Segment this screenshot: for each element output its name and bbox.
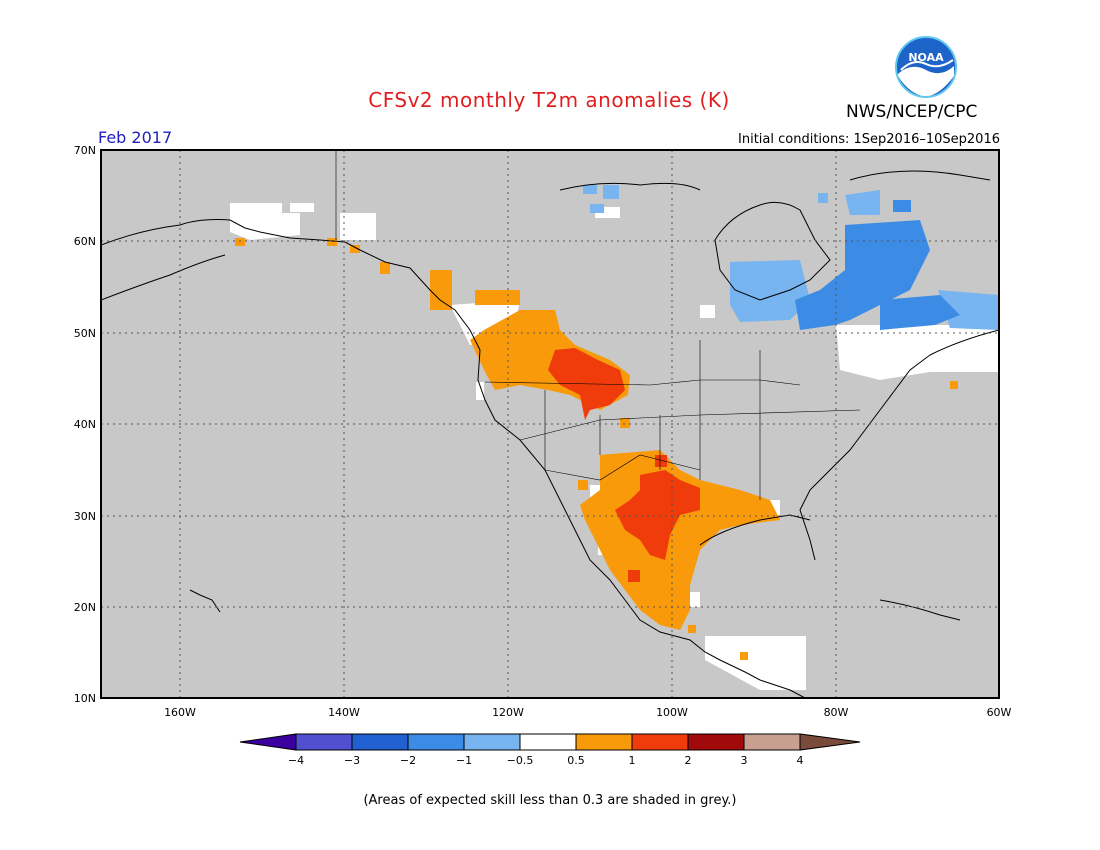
initial-conditions: Initial conditions: 1Sep2016–10Sep2016 (738, 132, 1000, 147)
colorbar-tick-label: −0.5 (507, 754, 534, 767)
colorbar-segment (743, 733, 801, 751)
chart-title: CFSv2 monthly T2m anomalies (K) (368, 88, 730, 112)
colorbar-segment (519, 733, 577, 751)
skill-mask (101, 150, 999, 698)
colorbar-segment (575, 733, 633, 751)
colorbar-tick-label: 0.5 (567, 754, 585, 767)
agency-label: NWS/NCEP/CPC (846, 102, 978, 122)
map-frame (100, 149, 1000, 699)
logo-text: NOAA (908, 51, 944, 64)
colorbar: −4 −3 −2 −1 −0.5 0.5 1 2 3 4 (239, 733, 861, 767)
colorbar-tick-label: 4 (797, 754, 804, 767)
red-anomaly-regions (548, 348, 700, 582)
colorbar-segment (631, 733, 689, 751)
coastlines (101, 170, 999, 698)
lat-label: 20N (74, 601, 96, 614)
lat-label: 30N (74, 510, 96, 523)
colorbar-tick-label: −4 (288, 754, 304, 767)
colorbar-min-triangle (239, 733, 297, 751)
colorbar-tick-label: 2 (685, 754, 692, 767)
lat-label: 40N (74, 418, 96, 431)
colorbar-max-triangle (799, 733, 861, 751)
lat-label: 10N (74, 692, 96, 705)
lon-label: 140W (328, 706, 360, 719)
skill-footnote: (Areas of expected skill less than 0.3 a… (363, 793, 737, 808)
colorbar-segment (463, 733, 521, 751)
forecast-month: Feb 2017 (98, 128, 173, 147)
lon-label: 80W (824, 706, 849, 719)
graticule (101, 150, 999, 698)
colorbar-tick-label: −2 (400, 754, 416, 767)
colorbar-segment (407, 733, 465, 751)
lon-labels: 160W 140W 120W 100W 80W 60W (164, 706, 1011, 719)
lon-label: 100W (656, 706, 688, 719)
state-borders (335, 150, 861, 500)
map-area (101, 150, 999, 698)
lon-label: 160W (164, 706, 196, 719)
lat-label: 60N (74, 235, 96, 248)
colorbar-tick-label: −3 (344, 754, 360, 767)
light-blue-anomaly-regions (583, 185, 999, 330)
lon-label: 120W (492, 706, 524, 719)
blue-anomaly-regions (795, 200, 960, 330)
lon-label: 60W (987, 706, 1012, 719)
colorbar-segment (687, 733, 745, 751)
noaa-logo: NOAA (895, 36, 957, 98)
neutral-anomaly-regions (230, 203, 999, 690)
lat-label: 70N (74, 144, 96, 157)
lat-labels: 70N 60N 50N 40N 30N 20N 10N (74, 144, 96, 705)
colorbar-tick-label: −1 (456, 754, 472, 767)
colorbar-segment (351, 733, 409, 751)
colorbar-segment (295, 733, 353, 751)
colorbar-tick-label: 1 (629, 754, 636, 767)
lat-label: 50N (74, 327, 96, 340)
colorbar-tick-label: 3 (741, 754, 748, 767)
orange-anomaly-regions (235, 238, 958, 660)
